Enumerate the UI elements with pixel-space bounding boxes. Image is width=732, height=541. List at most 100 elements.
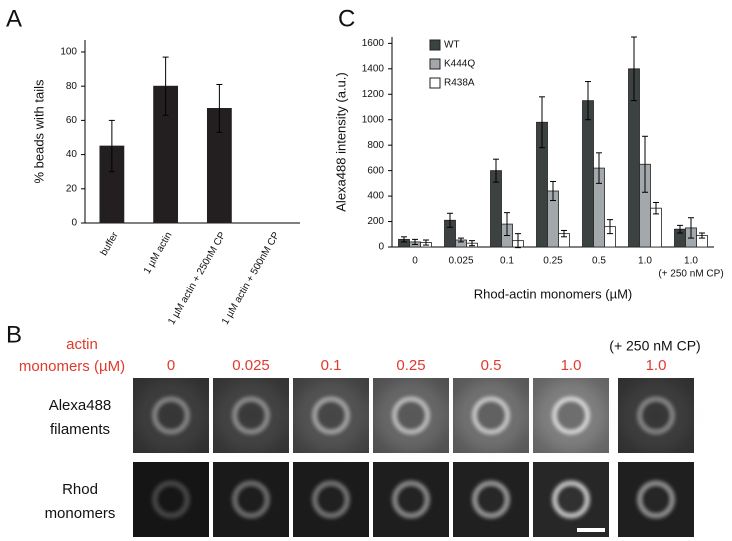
x-tick-label: 1.0	[638, 256, 652, 267]
legend-label: R438A	[444, 78, 475, 89]
glow	[298, 382, 364, 449]
y-tick-label: 40	[66, 149, 78, 160]
error-bar	[688, 217, 694, 239]
y-tick-label: 800	[367, 140, 384, 151]
bead	[312, 481, 350, 518]
error-bar	[469, 240, 475, 247]
bead	[392, 481, 430, 518]
error-bar	[162, 56, 169, 116]
x-tick-label: 1 µM actin	[142, 230, 175, 276]
error-bar	[585, 81, 591, 121]
x-tick-label: buffer	[99, 230, 122, 258]
column-label: 0.1	[321, 357, 342, 374]
legend-swatch	[429, 39, 441, 51]
glow	[623, 382, 689, 449]
y-tick-label: 600	[367, 165, 384, 176]
error-bar	[216, 83, 223, 133]
error-bar	[561, 229, 567, 238]
bead	[637, 397, 675, 434]
y-tick-label: 200	[367, 216, 384, 227]
column-label: 1.0	[646, 357, 667, 374]
legend-label: K444Q	[444, 59, 475, 70]
bead	[552, 481, 590, 518]
y-axis-label: % beads with tails	[31, 79, 46, 184]
column-label: 0.025	[232, 357, 270, 374]
panel-label: C	[338, 5, 355, 32]
row-label: Alexa488	[49, 397, 112, 414]
x-tick-label: 0.025	[448, 256, 473, 267]
row-label: monomers	[45, 505, 116, 522]
legend-swatch	[429, 77, 441, 89]
bead	[152, 397, 190, 434]
scale-bar	[577, 528, 605, 532]
bead	[392, 397, 430, 434]
cp-note: (+ 250 nM CP)	[609, 338, 700, 354]
error-bar	[596, 152, 602, 184]
error-bar	[447, 212, 453, 228]
error-bar	[515, 233, 521, 249]
error-bar	[458, 237, 464, 243]
bead	[312, 397, 350, 434]
annotation: (+ 250 nM CP)	[658, 269, 723, 280]
column-label: 0	[167, 357, 175, 374]
error-bar	[699, 232, 705, 239]
bead	[472, 397, 510, 434]
x-tick-label: 1 µM actin + 250nM CP	[166, 230, 228, 327]
error-bar	[539, 96, 545, 149]
glow	[458, 382, 524, 449]
y-axis-label: Alexa488 intensity (a.u.)	[333, 72, 348, 211]
y-tick-label: 0	[378, 242, 384, 253]
x-tick-label: 0.25	[543, 256, 563, 267]
glow	[538, 382, 604, 449]
x-tick-label: 1 µM actin + 500nM CP	[220, 230, 282, 327]
row-label: Rhod	[62, 481, 98, 498]
x-axis-label: Rhod-actin monomers (µM)	[474, 286, 632, 301]
error-bar	[493, 158, 499, 183]
error-bar	[653, 201, 659, 215]
x-tick-label: 0.5	[592, 256, 606, 267]
error-bar	[677, 224, 683, 234]
glow	[138, 382, 204, 449]
panel-label: B	[6, 321, 22, 348]
y-tick-label: 1200	[362, 89, 385, 100]
y-tick-label: 1000	[362, 114, 385, 125]
error-bar	[642, 135, 648, 193]
legend-swatch	[429, 58, 441, 70]
x-tick-label: 1.0	[684, 256, 698, 267]
bead	[232, 481, 270, 518]
column-label: 1.0	[561, 357, 582, 374]
error-bar	[607, 219, 613, 235]
error-bar	[550, 180, 556, 202]
row-label: filaments	[50, 421, 110, 438]
y-tick-label: 20	[66, 183, 78, 194]
error-bar	[631, 36, 637, 102]
bead	[232, 397, 270, 434]
error-bar	[108, 119, 115, 173]
glow	[218, 382, 284, 449]
header-label: actin	[66, 336, 98, 353]
x-tick-label: 0.1	[500, 256, 514, 267]
y-tick-label: 60	[66, 115, 78, 126]
x-tick-label: 0	[412, 256, 418, 267]
y-tick-label: 400	[367, 191, 384, 202]
bead	[472, 481, 510, 518]
bead	[637, 481, 675, 518]
panel-label: A	[6, 5, 22, 32]
error-bar	[504, 212, 510, 237]
bar	[582, 100, 594, 248]
error-bar	[401, 236, 407, 243]
header-label: monomers (µM)	[19, 358, 125, 375]
y-tick-label: 0	[71, 218, 77, 229]
glow	[378, 382, 444, 449]
y-tick-label: 1600	[362, 38, 385, 49]
y-tick-label: 80	[66, 81, 78, 92]
column-label: 0.25	[396, 357, 425, 374]
bead	[552, 397, 590, 434]
legend-label: WT	[444, 40, 460, 51]
y-tick-label: 1400	[362, 63, 385, 74]
error-bar	[412, 238, 418, 245]
column-label: 0.5	[481, 357, 502, 374]
error-bar	[423, 239, 429, 246]
